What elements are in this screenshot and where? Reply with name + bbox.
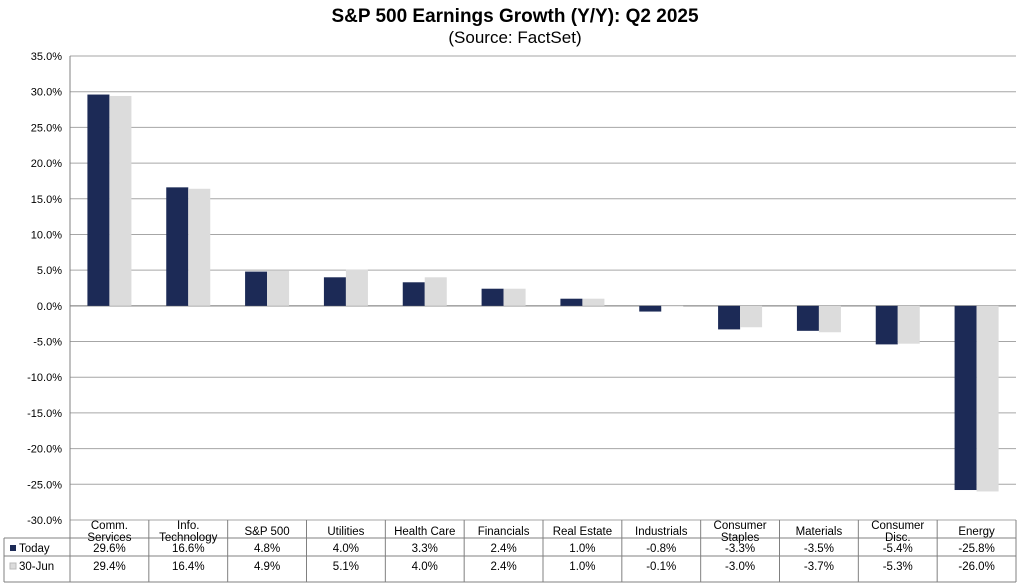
y-tick-label: 20.0% — [31, 158, 62, 170]
bar-today — [875, 305, 898, 345]
category-label: Real Estate — [553, 526, 612, 538]
data-label: -5.4% — [883, 543, 913, 555]
data-label: 4.8% — [254, 543, 280, 555]
category-label: S&P 500 — [244, 526, 289, 538]
data-label: -3.7% — [804, 561, 834, 573]
data-label: -3.3% — [725, 543, 755, 555]
bar-today — [323, 277, 346, 306]
category-label: Consumer — [714, 520, 767, 532]
bar-today — [245, 271, 268, 306]
bar-today — [166, 187, 189, 306]
legend-label: Today — [19, 543, 50, 555]
category-label: Health Care — [394, 526, 455, 538]
category-label: Disc. — [885, 532, 911, 544]
data-label: -0.1% — [646, 561, 676, 573]
y-tick-label: 5.0% — [37, 265, 62, 277]
category-label: Energy — [958, 526, 995, 538]
data-label: 5.1% — [333, 561, 359, 573]
data-label: -25.8% — [958, 543, 994, 555]
data-label: 4.9% — [254, 561, 280, 573]
chart-title: S&P 500 Earnings Growth (Y/Y): Q2 2025 — [331, 6, 699, 27]
data-label: 29.6% — [93, 543, 126, 555]
category-label: Materials — [796, 526, 843, 538]
data-label: 2.4% — [490, 543, 516, 555]
chart-subtitle: (Source: FactSet) — [448, 28, 582, 47]
y-tick-label: -10.0% — [27, 372, 62, 384]
legend-swatch — [10, 545, 16, 551]
y-tick-label: 30.0% — [31, 87, 62, 99]
category-label: Info. — [177, 520, 199, 532]
bar-today — [639, 305, 662, 312]
bar-today — [796, 305, 819, 331]
y-tick-label: -20.0% — [27, 444, 62, 456]
data-label: 2.4% — [490, 561, 516, 573]
bar-today — [954, 305, 977, 491]
category-label: Industrials — [635, 526, 688, 538]
data-label: 16.6% — [172, 543, 205, 555]
y-tick-label: -15.0% — [27, 408, 62, 420]
bar-30-jun — [818, 305, 841, 333]
y-tick-label: 25.0% — [31, 122, 62, 134]
bar-today — [402, 282, 425, 306]
bar-30-jun — [109, 95, 132, 306]
data-label: 1.0% — [569, 543, 595, 555]
bar-30-jun — [582, 298, 605, 306]
bar-today — [87, 94, 110, 306]
bar-today — [718, 305, 741, 330]
y-tick-label: -25.0% — [27, 479, 62, 491]
category-label: Services — [87, 532, 131, 544]
data-label: 1.0% — [569, 561, 595, 573]
data-label: 16.4% — [172, 561, 205, 573]
y-tick-label: 15.0% — [31, 194, 62, 206]
data-label: -3.5% — [804, 543, 834, 555]
data-label: -3.0% — [725, 561, 755, 573]
data-label: -5.3% — [883, 561, 913, 573]
category-label: Financials — [478, 526, 530, 538]
category-label: Technology — [159, 532, 217, 544]
data-label: -26.0% — [958, 561, 994, 573]
bar-today — [481, 288, 504, 306]
bar-30-jun — [897, 305, 920, 344]
data-label: 4.0% — [412, 561, 438, 573]
data-label: 3.3% — [412, 543, 438, 555]
y-tick-label: 0.0% — [37, 301, 62, 313]
bar-30-jun — [503, 288, 526, 306]
category-label: Utilities — [327, 526, 364, 538]
y-tick-label: 35.0% — [31, 51, 62, 63]
data-label: 29.4% — [93, 561, 126, 573]
bar-30-jun — [424, 277, 447, 306]
bar-30-jun — [267, 270, 290, 306]
category-label: Staples — [721, 532, 760, 544]
bar-30-jun — [661, 305, 684, 307]
y-tick-label: -30.0% — [27, 515, 62, 527]
bar-30-jun — [976, 305, 999, 492]
data-label: -0.8% — [646, 543, 676, 555]
legend-label: 30-Jun — [19, 561, 54, 573]
bar-today — [560, 298, 583, 306]
legend-swatch — [9, 562, 17, 570]
data-label: 4.0% — [333, 543, 359, 555]
category-label: Comm. — [91, 520, 128, 532]
bar-30-jun — [345, 269, 368, 306]
y-tick-label: -5.0% — [33, 337, 62, 349]
bar-30-jun — [740, 305, 763, 328]
y-tick-label: 10.0% — [31, 229, 62, 241]
bar-30-jun — [188, 188, 211, 306]
category-label: Consumer — [871, 520, 924, 532]
